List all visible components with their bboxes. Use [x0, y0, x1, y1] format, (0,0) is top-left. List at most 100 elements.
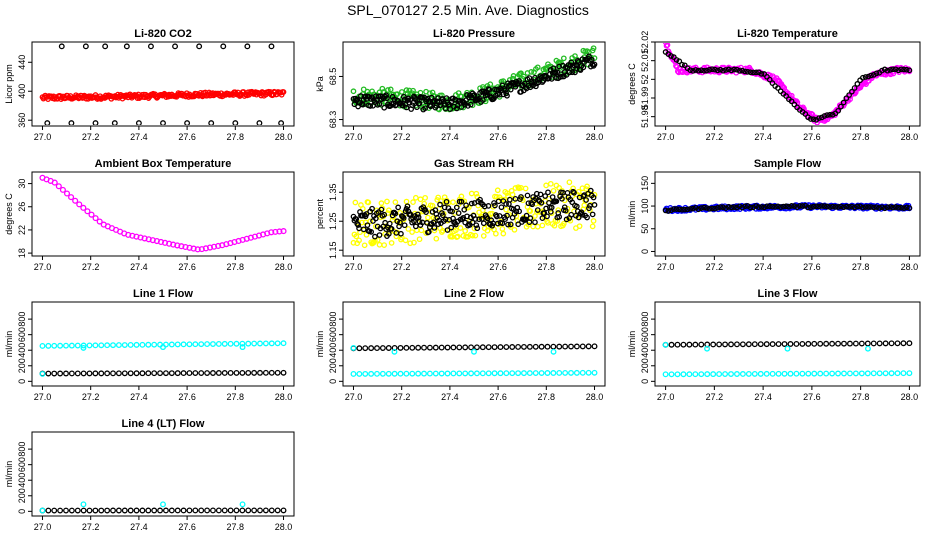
- data-point-rh: [418, 227, 425, 234]
- data-point-pressure_black: [426, 102, 433, 109]
- data-point-line1_cyan: [262, 340, 269, 347]
- data-point-line4_black: [221, 507, 228, 514]
- data-point-line4_black: [186, 507, 193, 514]
- data-point-boxtemp: [194, 246, 201, 253]
- data-point-rh_black: [473, 222, 480, 229]
- data-point-pressure: [534, 64, 541, 71]
- data-point-line3_cyan: [716, 371, 723, 378]
- data-point-temp_black: [753, 69, 759, 76]
- data-point-sample_black: [670, 206, 677, 212]
- data-point-temp_black: [849, 88, 855, 95]
- data-point-line1_black: [63, 370, 69, 377]
- data-point-line4_black: [251, 507, 258, 514]
- data-point-line1_black: [245, 369, 252, 376]
- data-point-temp_black: [736, 67, 743, 74]
- data-point-temp_black: [692, 67, 699, 73]
- x-tick-label: 27.2: [706, 132, 724, 142]
- data-point-rh_black: [583, 197, 589, 203]
- data-point-line3_black: [757, 341, 764, 348]
- data-point-line4_black: [110, 507, 116, 514]
- data-point-line1_cyan: [186, 341, 193, 348]
- data-point-sample_black: [835, 204, 842, 210]
- data-point-line3_cyan: [793, 370, 800, 377]
- data-point-rh_black: [400, 215, 407, 221]
- data-point-line2_cyan: [385, 370, 392, 377]
- data-point-rh_black: [444, 227, 451, 233]
- data-point-line2_cyan: [409, 370, 416, 377]
- data-point-sample_black: [895, 204, 902, 211]
- data-point-temp: [664, 43, 671, 48]
- data-point-rh: [534, 223, 541, 230]
- data-point-line2_black: [579, 343, 586, 350]
- plot-marks: [662, 202, 913, 215]
- data-point-rh: [450, 199, 456, 206]
- data-point-line2_black: [521, 343, 527, 350]
- y-tick-label: 800: [328, 312, 338, 327]
- x-tick-label: 27.2: [82, 132, 100, 142]
- data-point-rh: [448, 232, 455, 239]
- data-point-line1_cyan: [139, 341, 146, 348]
- chart-title: Li-820 CO2: [134, 28, 191, 40]
- data-point-line1_cyan: [174, 341, 181, 348]
- y-tick-label: 600: [17, 457, 27, 472]
- x-tick-label: 28.0: [275, 522, 293, 532]
- data-point-rh_black: [538, 199, 545, 206]
- data-point-line2_cyan: [526, 370, 533, 377]
- data-point-line3_black: [817, 340, 824, 347]
- data-point-line4_black: [151, 507, 158, 514]
- data-point-rh: [590, 218, 597, 224]
- data-point-line3_cyan: [823, 370, 830, 377]
- data-point-line2_black: [385, 345, 392, 351]
- data-point-line3_cyan: [710, 371, 717, 378]
- data-point-line1_cyan: [245, 340, 252, 347]
- data-point-pressure_black: [568, 59, 575, 66]
- data-point-rh_black: [469, 219, 476, 226]
- data-point-line4_black: [57, 507, 64, 514]
- x-tick-label: 27.4: [130, 132, 148, 142]
- data-point-rh_black: [562, 207, 569, 214]
- data-point-temp_black: [673, 57, 680, 63]
- data-point-sample_black: [821, 203, 828, 209]
- x-tick-label: 28.0: [901, 392, 919, 402]
- data-point-line1_cyan: [133, 341, 140, 348]
- x-tick-label: 28.0: [901, 262, 919, 272]
- data-point-line3_black: [876, 340, 883, 347]
- data-point-rh_black: [468, 200, 475, 207]
- data-point-outliers: [268, 43, 275, 50]
- data-point-pressure_black: [504, 92, 510, 99]
- data-point-pressure_black: [569, 69, 576, 76]
- data-point-line2_cyan: [479, 370, 486, 377]
- chart-8: Line 3 Flow 27.0 27.2 27.4 27.6 27.8 28.0 0 2004…: [627, 288, 921, 402]
- data-point-rh: [352, 199, 359, 206]
- data-point-sample_black: [890, 204, 896, 211]
- data-point-line2_cyan: [426, 370, 433, 377]
- data-point-line3_cyan: [876, 370, 883, 377]
- data-point-rh: [384, 198, 390, 205]
- y-tick-label: 0: [17, 379, 27, 384]
- data-point-line1_black: [127, 370, 134, 377]
- data-point-rh: [431, 227, 438, 234]
- data-point-pressure_black: [588, 56, 595, 63]
- data-point-rh_black: [498, 204, 505, 211]
- data-point-line4_black: [227, 507, 234, 514]
- data-point-line3_black: [722, 341, 729, 348]
- data-point-line1_cyan: [145, 341, 152, 348]
- data-point-sample_black: [799, 203, 806, 209]
- data-point-line2_black: [362, 345, 369, 352]
- data-point-line3_black: [775, 341, 782, 348]
- data-point-line2_cyan: [421, 370, 427, 377]
- data-point-outliers: [256, 120, 263, 125]
- y-axis-label: degrees C: [4, 193, 14, 235]
- data-point-line2_black: [379, 345, 386, 351]
- data-point-rh: [499, 225, 506, 232]
- data-point-rh_black: [439, 212, 446, 219]
- data-point-temp_black: [695, 67, 702, 74]
- data-point-line4_black: [204, 507, 211, 514]
- data-point-sample_black: [876, 205, 883, 211]
- data-point-rh_black: [458, 198, 465, 205]
- plot-frame: [31, 301, 295, 387]
- data-point-line3_cyan: [722, 371, 729, 377]
- data-point-line3_black: [745, 341, 752, 348]
- x-tick-label: 27.4: [130, 522, 148, 532]
- data-point-line2_cyan: [450, 370, 457, 377]
